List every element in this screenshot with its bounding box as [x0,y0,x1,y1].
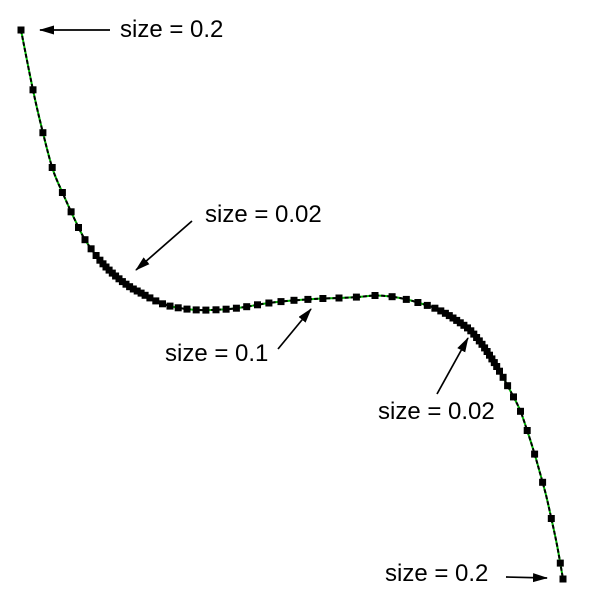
node-marker [319,295,327,302]
node-marker [174,304,182,312]
node-marker [335,294,343,302]
node-marker [243,303,251,311]
node-marker [277,298,285,306]
node-marker [166,302,174,310]
node-marker [499,373,507,381]
node-marker [441,309,449,317]
node-marker [17,26,25,34]
node-marker [146,294,154,302]
node-marker [493,363,501,370]
node-marker [423,301,431,309]
node-marker [129,285,137,293]
arrow-line [277,308,312,350]
node-marker [402,295,410,303]
node-marker [159,300,166,308]
node-marker [488,355,496,363]
node-marker [141,291,149,299]
node-marker [212,306,220,314]
node-marker [559,575,567,583]
node-marker [449,314,457,322]
node-marker [87,245,95,253]
node-marker [254,301,261,309]
node-marker [48,164,56,171]
annotation-label: size = 0.1 [165,340,268,367]
node-marker [486,351,493,359]
curve-dashed-overlay [20,29,564,580]
node-marker [67,208,75,216]
node-marker [118,278,126,286]
node-marker [265,299,273,307]
node-marker [39,129,47,137]
node-marker [202,306,210,314]
node-marker [453,316,461,324]
node-marker [414,299,422,306]
node-marker [29,86,37,94]
node-marker [445,312,453,320]
annotation-label: size = 0.02 [378,398,495,425]
annotation-size-0p1-middle: size = 0.1 [165,308,312,367]
node-marker [290,296,298,304]
node-marker [75,224,82,231]
node-marker [504,382,512,390]
node-marker [152,297,160,305]
node-marker [122,280,130,288]
node-marker [496,367,503,375]
node-marker [192,306,200,314]
node-marker [222,305,230,313]
node-marker [183,305,191,313]
node-marker [490,359,498,367]
node-marker [137,289,145,297]
node-marker [92,252,100,259]
annotation-label: size = 0.02 [205,201,322,228]
node-marker [133,287,141,295]
node-marker [481,344,489,352]
node-marker [81,236,89,244]
curve-node-markers [17,26,567,583]
annotations-layer: size = 0.2 size = 0.02 size = 0.1 size =… [39,16,548,587]
node-marker [539,478,547,486]
node-marker [517,407,524,415]
node-marker [460,321,468,329]
annotation-size-0p2-top: size = 0.2 [39,16,223,43]
node-marker [352,293,360,301]
node-marker [547,515,555,522]
node-marker [510,393,517,401]
node-marker [232,304,240,312]
exact-curve-line [20,29,564,580]
node-marker [478,340,486,348]
node-marker [431,304,439,312]
arrow-line [436,337,469,395]
node-marker [437,307,445,315]
node-marker [483,348,491,355]
annotation-label: size = 0.2 [120,16,223,43]
annotation-size-0p02-upper: size = 0.02 [135,201,322,271]
annotation-label: size = 0.2 [385,560,488,587]
node-marker [58,189,66,196]
node-marker [371,292,379,299]
node-marker [456,319,464,327]
node-marker [126,283,134,291]
node-marker [388,293,396,301]
node-marker [531,450,539,458]
arrow-line [135,220,193,271]
arrow-line [505,573,548,583]
node-marker [96,256,104,264]
annotation-size-0p2-bottom: size = 0.2 [385,560,548,587]
node-marker [304,295,312,303]
annotation-size-0p02-lower: size = 0.02 [378,337,495,425]
node-marker [523,427,531,434]
node-marker [556,559,564,567]
